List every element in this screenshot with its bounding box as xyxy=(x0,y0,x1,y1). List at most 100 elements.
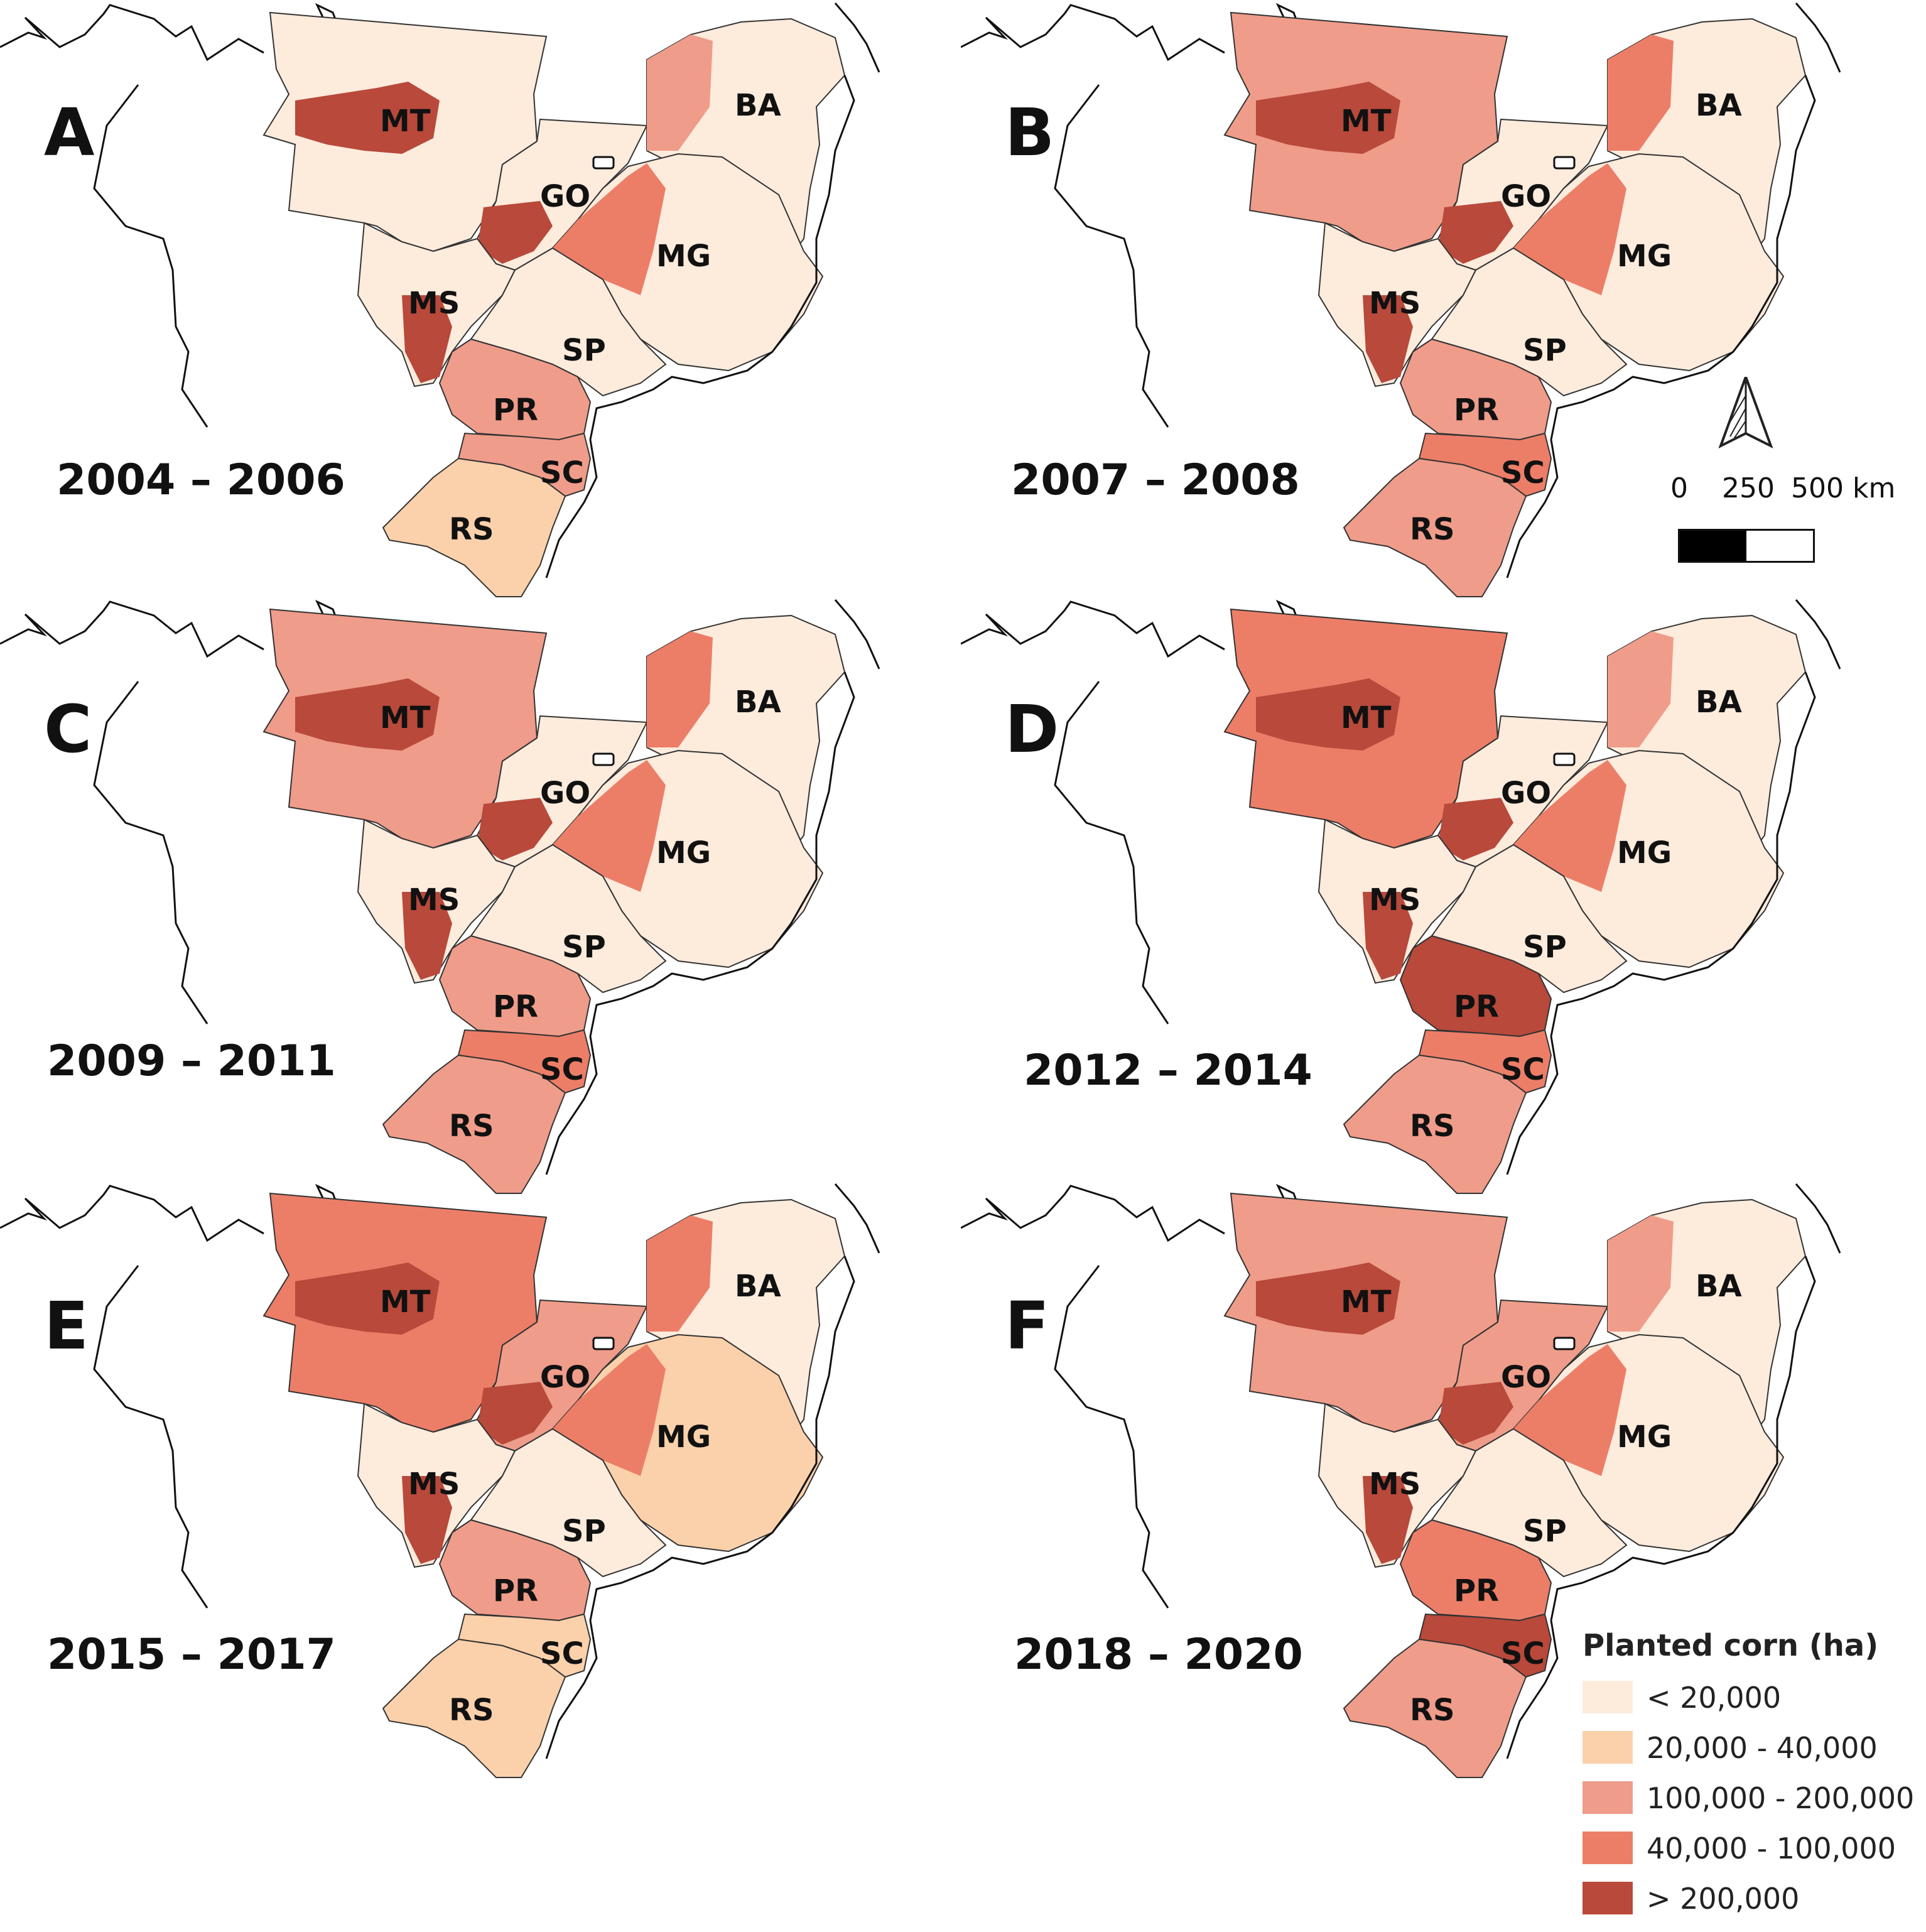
state-label-BA: BA xyxy=(735,88,781,123)
state-label-MG: MG xyxy=(1617,835,1672,871)
legend-item: 40,000 - 100,000 xyxy=(1582,1829,1922,1867)
state-MG-west xyxy=(1513,760,1626,892)
state-label-MT: MT xyxy=(1341,104,1392,139)
scale-zero-label: 0 xyxy=(1670,472,1688,504)
state-label-BA: BA xyxy=(735,1269,781,1304)
panel-letter: C xyxy=(44,691,92,768)
state-MG-west xyxy=(1513,1344,1626,1476)
legend-swatch xyxy=(1582,1731,1633,1764)
state-label-PR: PR xyxy=(493,1573,539,1609)
map-panel-E: E 2015 – 2017 MT BA GO MG MS SP PR SC RS xyxy=(0,1181,961,1784)
legend: Planted corn (ha) < 20,000 20,000 - 40,0… xyxy=(1564,1615,1922,1928)
state-label-MT: MT xyxy=(1341,700,1392,735)
state-GO-sw xyxy=(477,1382,553,1445)
map-svg xyxy=(0,1183,880,1778)
map-svg xyxy=(961,1183,1841,1778)
state-label-SC: SC xyxy=(1501,1636,1545,1671)
border-outline xyxy=(961,600,1225,658)
coastline xyxy=(1506,75,1816,578)
state-label-MG: MG xyxy=(656,835,711,871)
state-MS-south xyxy=(1363,892,1413,980)
period-label: 2012 – 2014 xyxy=(1024,1046,1312,1095)
map-svg xyxy=(0,3,880,597)
legend-label: 100,000 - 200,000 xyxy=(1647,1781,1915,1815)
state-label-GO: GO xyxy=(540,776,591,811)
state-RS xyxy=(382,1054,566,1194)
state-label-RS: RS xyxy=(449,1693,494,1728)
border-outline xyxy=(961,1185,1225,1242)
federal-district-marker xyxy=(1553,156,1576,170)
border-outline xyxy=(93,1265,208,1609)
state-GO-sw xyxy=(1438,1382,1513,1445)
map-panel-B: B 2007 – 2008 MT BA GO MG MS SP PR SC RS xyxy=(961,0,1922,603)
state-label-MS: MS xyxy=(1369,882,1421,918)
legend-item: < 20,000 xyxy=(1582,1678,1922,1716)
state-label-MT: MT xyxy=(380,104,431,139)
state-label-PR: PR xyxy=(1454,989,1500,1024)
border-outline xyxy=(1054,84,1169,428)
state-GO-sw xyxy=(477,201,553,264)
legend-label: 20,000 - 40,000 xyxy=(1647,1731,1878,1765)
state-MT-core xyxy=(295,678,440,751)
state-label-BA: BA xyxy=(1696,685,1742,720)
state-MS-south xyxy=(402,1476,452,1564)
panel-letter: E xyxy=(44,1288,89,1364)
coastline xyxy=(545,671,855,1175)
scale-bar-black-segment xyxy=(1680,531,1746,561)
map-panel-C: C 2009 – 2011 MT BA GO MG MS SP PR SC RS xyxy=(0,597,961,1200)
state-label-GO: GO xyxy=(540,179,591,214)
border-outline xyxy=(961,4,1225,62)
state-BA-west xyxy=(647,631,713,747)
state-GO-sw xyxy=(477,798,553,860)
state-label-RS: RS xyxy=(1410,1693,1455,1728)
federal-district-marker xyxy=(1553,1337,1576,1350)
state-label-MS: MS xyxy=(408,286,460,321)
state-label-RS: RS xyxy=(1410,1109,1455,1144)
state-label-SC: SC xyxy=(540,1052,584,1087)
border-outline xyxy=(1054,1265,1169,1609)
legend-swatch xyxy=(1582,1832,1633,1864)
border-outline xyxy=(834,599,880,670)
legend-title: Planted corn (ha) xyxy=(1582,1628,1879,1663)
state-MT-core xyxy=(295,1262,440,1335)
border-outline xyxy=(0,1185,264,1242)
state-label-PR: PR xyxy=(1454,1573,1500,1609)
state-MG-west xyxy=(553,760,666,892)
state-MT-core xyxy=(1256,678,1400,751)
state-label-BA: BA xyxy=(1696,1269,1742,1304)
state-label-MT: MT xyxy=(1341,1284,1392,1320)
state-label-BA: BA xyxy=(1696,88,1742,123)
panel-letter: B xyxy=(1005,94,1055,171)
state-label-SP: SP xyxy=(1523,930,1567,965)
state-MT-core xyxy=(295,82,440,154)
legend-swatch xyxy=(1582,1681,1633,1713)
state-label-MG: MG xyxy=(1617,1419,1672,1455)
coastline xyxy=(545,75,855,578)
state-MS-south xyxy=(402,295,452,383)
state-label-SC: SC xyxy=(1501,1052,1545,1087)
period-label: 2018 – 2020 xyxy=(1014,1630,1303,1680)
state-label-RS: RS xyxy=(1410,512,1455,547)
state-label-MS: MS xyxy=(408,882,460,918)
legend-label: < 20,000 xyxy=(1647,1681,1782,1715)
state-MT-core xyxy=(1256,1262,1400,1335)
state-label-SP: SP xyxy=(562,333,606,368)
state-label-MG: MG xyxy=(1617,239,1672,274)
map-svg xyxy=(0,599,880,1194)
state-label-RS: RS xyxy=(449,512,494,547)
map-svg xyxy=(961,599,1841,1194)
border-outline xyxy=(1054,681,1169,1024)
state-RS xyxy=(1343,457,1527,597)
border-outline xyxy=(0,600,264,658)
state-BA-west xyxy=(647,35,713,151)
state-MG-west xyxy=(553,163,666,295)
legend-item: > 200,000 xyxy=(1582,1879,1922,1917)
border-outline xyxy=(93,84,208,428)
state-label-GO: GO xyxy=(540,1360,591,1395)
state-label-PR: PR xyxy=(1454,393,1500,428)
state-label-SC: SC xyxy=(540,1636,584,1671)
map-panel-A: A 2004 – 2006 MT BA GO MG MS SP PR SC RS xyxy=(0,0,961,603)
state-RS xyxy=(382,1638,566,1778)
border-outline xyxy=(0,4,264,62)
border-outline xyxy=(93,681,208,1024)
